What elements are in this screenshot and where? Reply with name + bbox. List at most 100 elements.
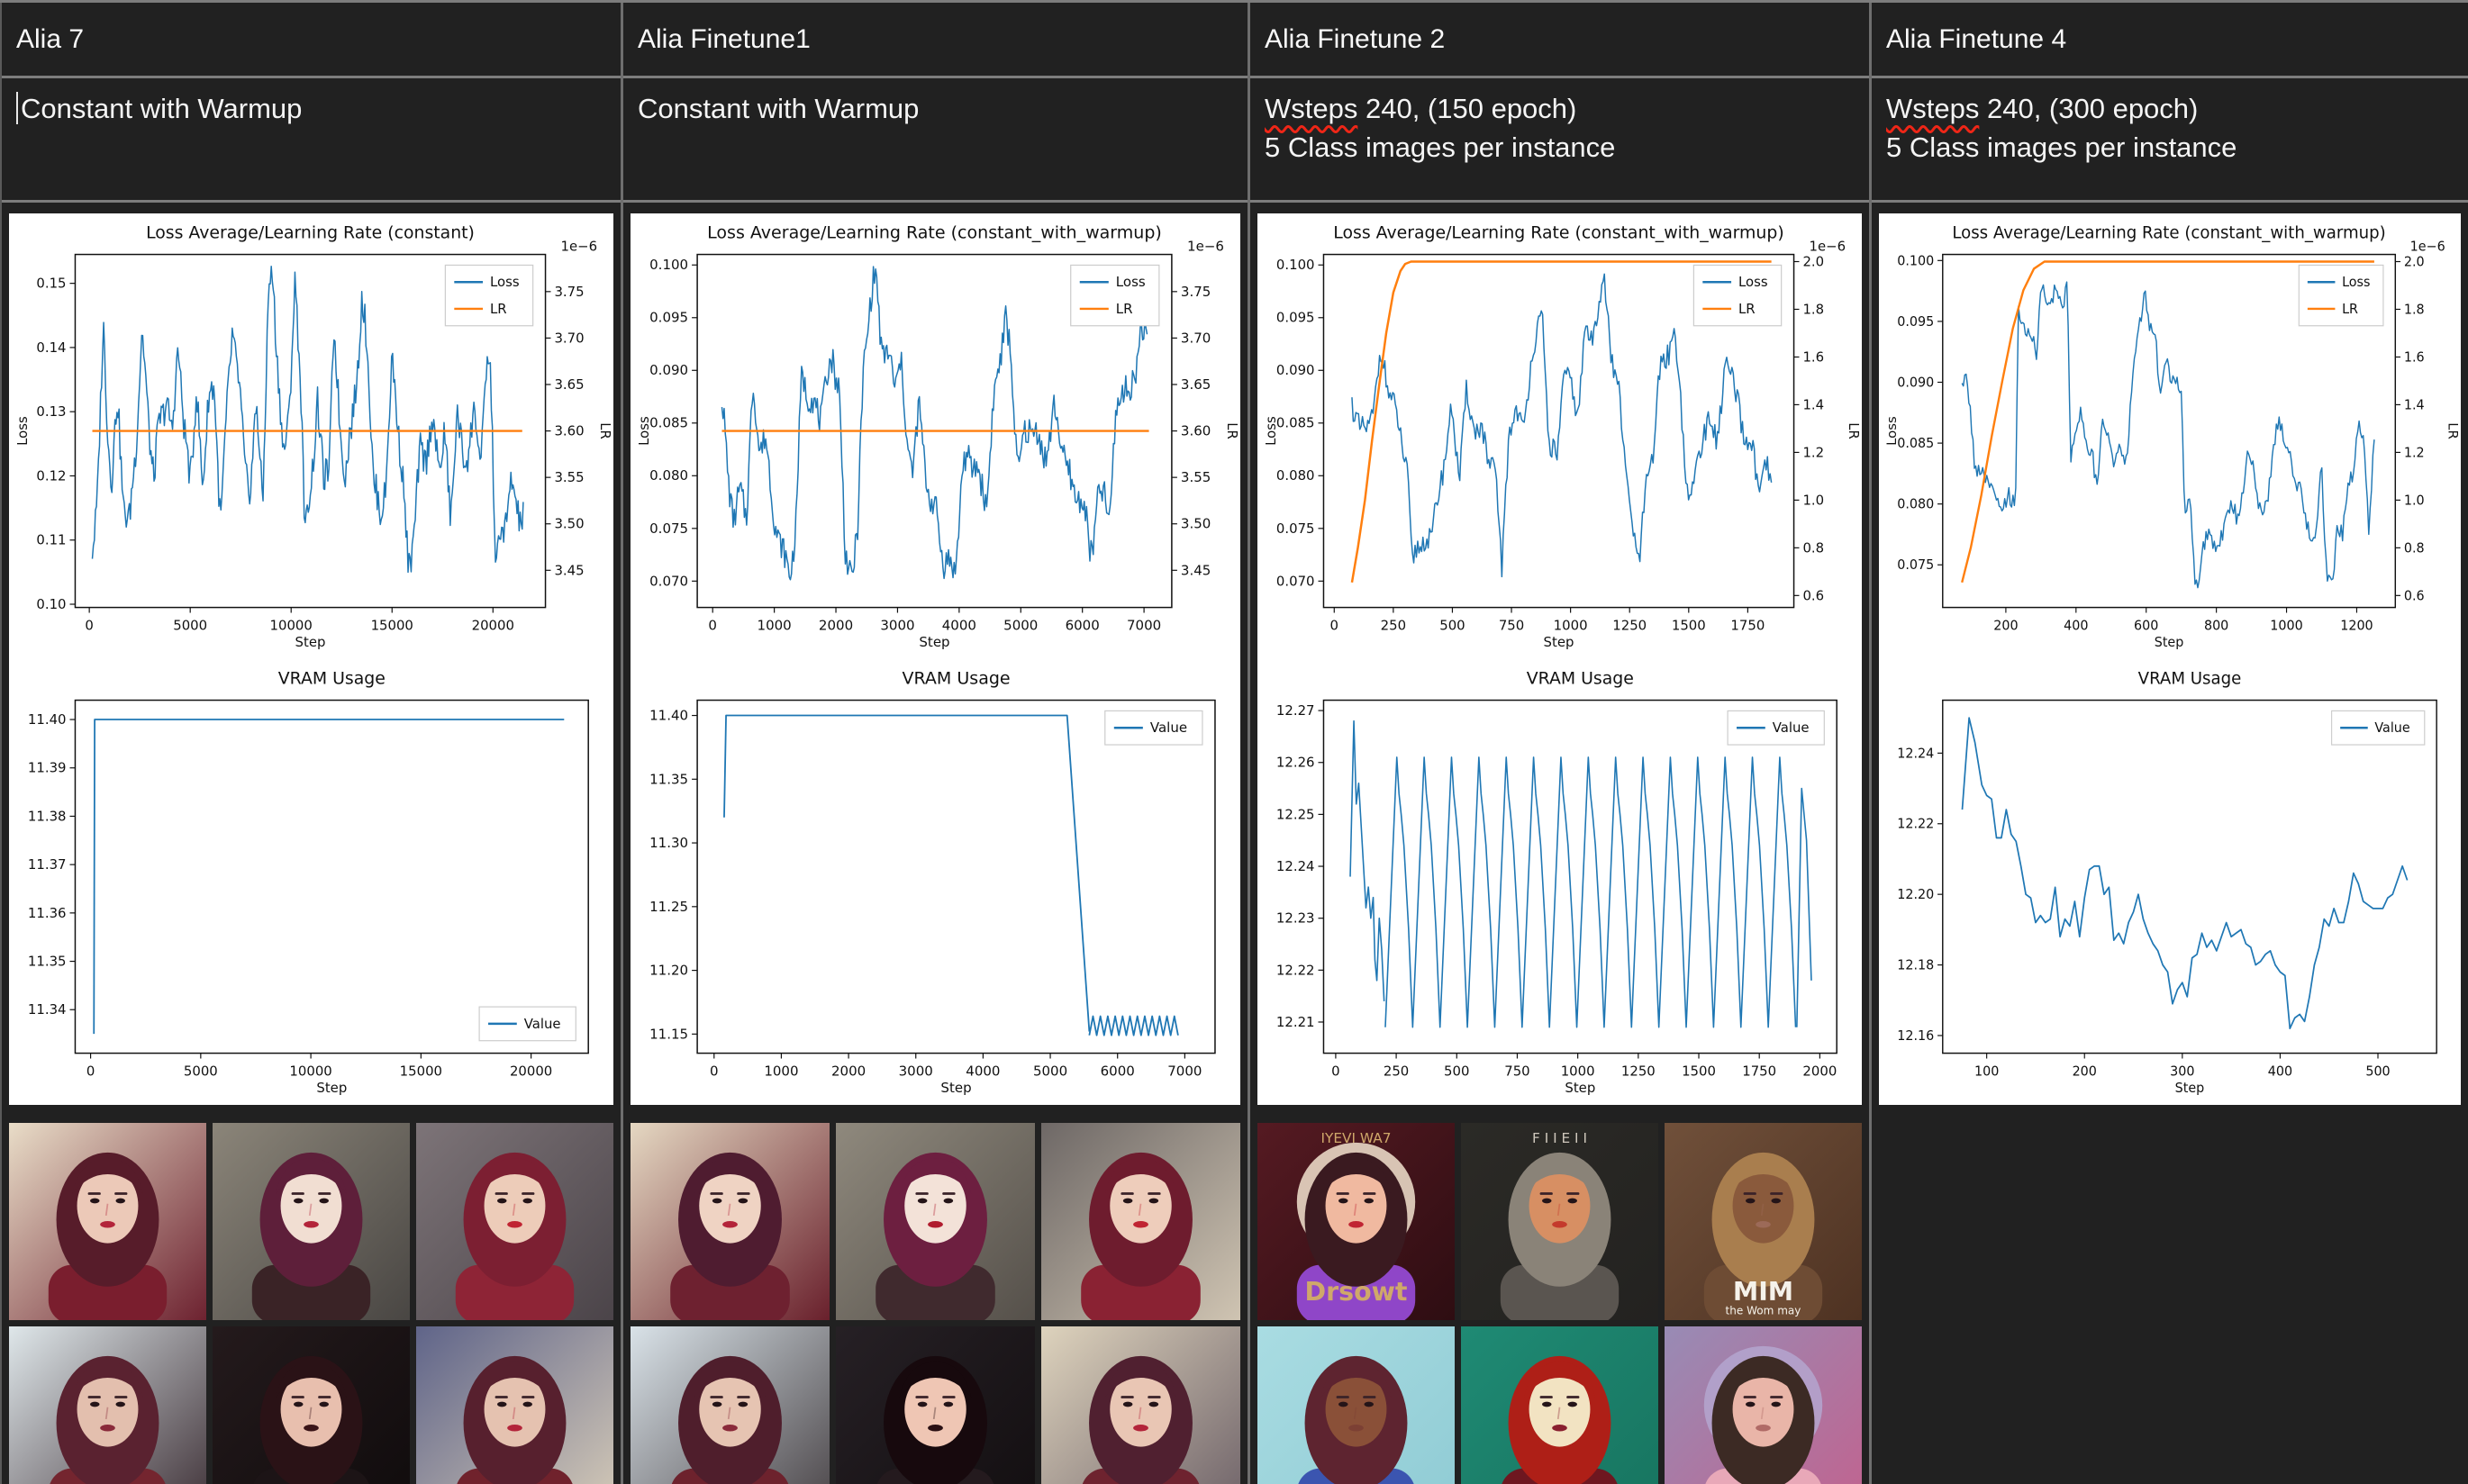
image-tile[interactable]: [1665, 1326, 1862, 1484]
image-tile[interactable]: [9, 1123, 206, 1320]
chart-title: VRAM Usage: [902, 669, 1010, 689]
y-tick-label: 0.085: [1897, 436, 1934, 451]
chart-legend: Loss LR: [2298, 264, 2384, 327]
vram-chart: VRAM Usage 0 5000 10000 15000 20000 11.34 11.35…: [11, 660, 612, 1103]
x-axis-label: Step: [295, 634, 326, 650]
loss-lr-chart: Loss Average/Learning Rate (constant_wit…: [632, 215, 1239, 658]
image-tile[interactable]: [1041, 1326, 1240, 1484]
right-tick-label: 1.8: [1802, 301, 1824, 317]
image-grid: [631, 1123, 1240, 1484]
notes-line: Constant with Warmup: [638, 89, 1233, 128]
y-tick-label: 0.15: [36, 276, 66, 292]
x-tick-label: 750: [1499, 617, 1524, 633]
x-tick-label: 5000: [1003, 617, 1038, 633]
axis-offset-label: 1e−6: [561, 239, 598, 255]
image-tile[interactable]: [416, 1123, 613, 1320]
data-line: [93, 719, 565, 1035]
y-tick-label: 0.090: [1897, 375, 1934, 390]
legend-label: Value: [1150, 719, 1187, 736]
chart-legend: Value: [478, 1006, 576, 1042]
column-title[interactable]: Alia Finetune 4: [1872, 3, 2468, 78]
notes-line: 5 Class images per instance: [1886, 128, 2454, 167]
image-tile[interactable]: [1041, 1123, 1240, 1320]
column-notes[interactable]: Wsteps 240, (150 epoch) 5 Class images pe…: [1250, 78, 1869, 203]
x-tick-label: 4000: [966, 1063, 1000, 1079]
images-cell: [623, 1118, 1248, 1484]
image-tile[interactable]: [213, 1326, 410, 1484]
x-tick-label: 15000: [371, 617, 413, 633]
legend-label: Loss: [2342, 275, 2370, 290]
x-tick-label: 0: [1331, 1063, 1339, 1079]
y-tick-label: 0.10: [36, 596, 66, 612]
x-tick-label: 5000: [1033, 1063, 1067, 1079]
x-tick-label: 1750: [1730, 617, 1765, 633]
image-tile[interactable]: [213, 1123, 410, 1320]
column-title[interactable]: Alia Finetune1: [623, 3, 1248, 78]
charts-cell: Loss Average/Learning Rate (constant_wit…: [1250, 203, 1869, 1118]
data-line: [721, 266, 1148, 581]
notes-text: 5 Class images per instance: [1886, 131, 2237, 163]
image-tile[interactable]: [836, 1326, 1035, 1484]
data-line: [1796, 787, 1812, 1027]
image-caption-sub: the Wom may: [1726, 1304, 1801, 1317]
y-tick-label: 0.080: [1276, 467, 1315, 484]
x-tick-label: 800: [2204, 618, 2228, 633]
data-line: [1961, 717, 2409, 1030]
x-tick-label: 6000: [1101, 1063, 1135, 1079]
image-caption-top: IYEVI WA7: [1320, 1130, 1391, 1146]
image-tile[interactable]: [416, 1326, 613, 1484]
x-tick-label: 5000: [184, 1063, 218, 1079]
column-2: Alia Finetune1 Constant with Warmup Loss A…: [623, 3, 1250, 1484]
y-tick-label: 12.16: [1897, 1028, 1934, 1044]
y-tick-label: 11.36: [28, 905, 67, 921]
column-notes[interactable]: Constant with Warmup: [623, 78, 1248, 203]
column-notes[interactable]: Constant with Warmup: [2, 78, 621, 203]
right-tick-label: 0.6: [2404, 588, 2425, 603]
right-tick-label: 1.4: [2404, 397, 2425, 412]
y-tick-label: 12.24: [1897, 746, 1934, 761]
chart-legend: Value: [1104, 710, 1203, 746]
image-tile[interactable]: [631, 1326, 830, 1484]
legend-label: LR: [490, 301, 507, 317]
y-axis-label: Loss: [1263, 416, 1279, 446]
vram-chart: VRAM Usage 0 250 500 750 1000 1250 1500 1750 2000…: [1259, 660, 1860, 1103]
x-axis-label: Step: [1565, 1080, 1595, 1096]
image-tile[interactable]: F I I E I I: [1461, 1123, 1658, 1320]
x-tick-label: 15000: [400, 1063, 442, 1079]
image-tile[interactable]: [1461, 1326, 1658, 1484]
image-tile[interactable]: IYEVI WA7 Drsowt: [1257, 1123, 1455, 1320]
right-axis-label: LR: [2445, 422, 2459, 439]
legend-label: Value: [2374, 720, 2409, 736]
y-tick-label: 0.100: [1897, 253, 1934, 268]
x-axis-label: Step: [2175, 1081, 2205, 1096]
generated-portrait: [631, 1123, 830, 1320]
right-tick-label: 3.70: [1181, 330, 1211, 346]
x-tick-label: 1000: [758, 617, 792, 633]
legend-label: Loss: [1738, 274, 1768, 290]
image-caption: Drsowt: [1304, 1277, 1407, 1307]
column-title[interactable]: Alia 7: [2, 3, 621, 78]
right-tick-label: 2.0: [2404, 254, 2425, 269]
image-tile[interactable]: MIM the Wom may: [1665, 1123, 1862, 1320]
right-axis-label: LR: [1846, 422, 1860, 439]
x-tick-label: 2000: [831, 1063, 866, 1079]
chart-legend: Loss LR: [444, 264, 534, 327]
image-tile[interactable]: [9, 1326, 206, 1484]
y-tick-label: 0.070: [1276, 573, 1315, 589]
x-tick-label: 20000: [510, 1063, 552, 1079]
column-title[interactable]: Alia Finetune 2: [1250, 3, 1869, 78]
chart-legend: Loss LR: [1692, 264, 1783, 327]
right-tick-label: 2.0: [1802, 253, 1824, 269]
image-tile[interactable]: [1257, 1326, 1455, 1484]
y-tick-label: 12.20: [1897, 887, 1934, 902]
image-tile[interactable]: [836, 1123, 1035, 1320]
y-tick-label: 0.090: [649, 362, 688, 378]
x-tick-label: 250: [1381, 617, 1406, 633]
data-line: [1088, 1015, 1179, 1036]
image-tile[interactable]: [631, 1123, 830, 1320]
generated-portrait: IYEVI WA7 Drsowt: [1257, 1123, 1455, 1320]
y-tick-label: 12.18: [1897, 957, 1934, 973]
data-line: [1351, 273, 1773, 578]
column-notes[interactable]: Wsteps 240, (300 epoch) 5 Class images pe…: [1872, 78, 2468, 203]
notes-text: Constant with Warmup: [638, 93, 920, 124]
